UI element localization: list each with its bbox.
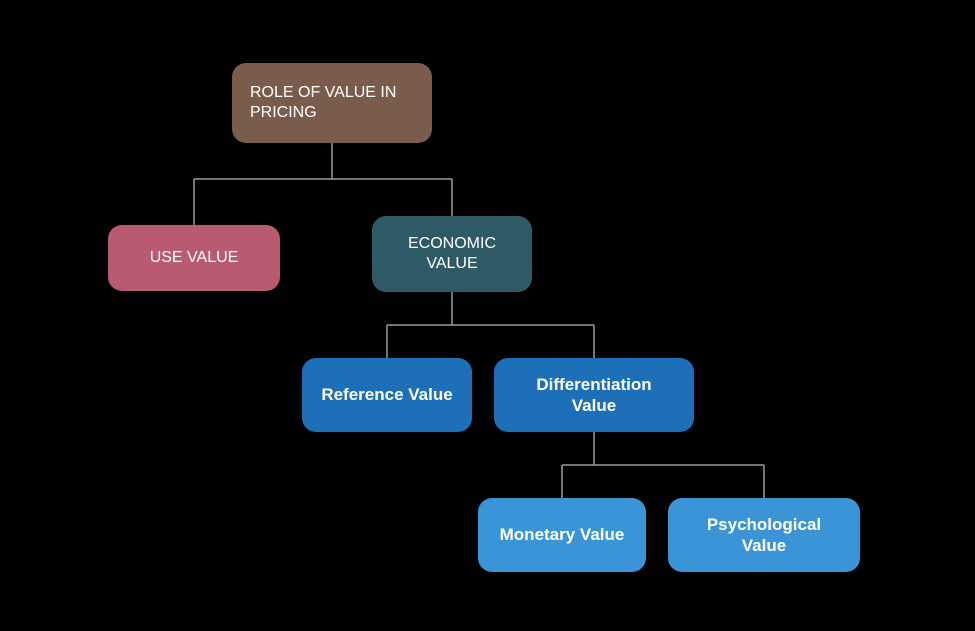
node-root: ROLE OF VALUE IN PRICING — [232, 63, 432, 143]
node-use-value: USE VALUE — [108, 225, 280, 291]
node-label: Monetary Value — [500, 524, 625, 545]
node-label: USE VALUE — [150, 248, 239, 268]
node-label: Differentiation Value — [512, 374, 676, 417]
node-differentiation-value: Differentiation Value — [494, 358, 694, 432]
node-label: ROLE OF VALUE IN PRICING — [250, 83, 414, 123]
node-label: ECONOMIC VALUE — [390, 234, 514, 274]
node-monetary-value: Monetary Value — [478, 498, 646, 572]
node-reference-value: Reference Value — [302, 358, 472, 432]
edge-economic-value — [387, 292, 594, 358]
edge-root — [194, 143, 452, 225]
node-label: Psychological Value — [686, 514, 842, 557]
node-label: Reference Value — [321, 384, 452, 405]
node-psychological-value: Psychological Value — [668, 498, 860, 572]
edge-differentiation-value — [562, 432, 764, 498]
node-economic-value: ECONOMIC VALUE — [372, 216, 532, 292]
